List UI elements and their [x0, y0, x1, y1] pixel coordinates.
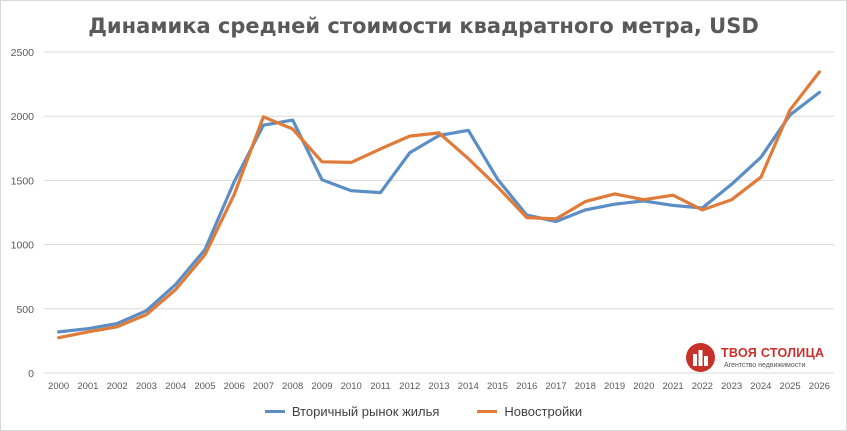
legend-label-series-1: Новостройки	[504, 404, 583, 419]
x-tick-label: 2023	[721, 381, 742, 392]
series-line-0	[56, 90, 822, 334]
x-tick-label: 2025	[780, 381, 801, 392]
series-lines	[56, 70, 822, 340]
building-logo-icon	[686, 343, 715, 372]
x-tick-label: 2009	[311, 381, 332, 392]
logo-tagline: Агентство недвижимости	[724, 362, 806, 369]
x-tick-label: 2014	[458, 381, 479, 392]
legend-label-series-0: Вторичный рынок жилья	[291, 404, 440, 419]
x-tick-label: 2012	[399, 381, 420, 392]
x-tick-label: 2016	[516, 381, 537, 392]
y-tick-label: 500	[16, 304, 34, 316]
x-tick-label: 2004	[165, 381, 186, 392]
x-tick-label: 2010	[341, 381, 362, 392]
y-tick-label: 1000	[11, 240, 35, 252]
x-tick-label: 2013	[428, 381, 449, 392]
y-tick-label: 2000	[11, 111, 35, 123]
x-tick-label: 2003	[136, 381, 157, 392]
legend-swatch-series-1	[477, 410, 498, 413]
x-tick-label: 2007	[253, 381, 274, 392]
x-tick-label: 2002	[107, 381, 128, 392]
y-tick-label: 0	[28, 368, 34, 380]
x-tick-label: 2024	[750, 381, 771, 392]
x-tick-label: 2005	[194, 381, 215, 392]
x-tick-label: 2006	[224, 381, 245, 392]
x-tick-label: 2026	[809, 381, 830, 392]
y-tick-labels: 0 500 1000 1500 2000 2500	[11, 47, 35, 380]
y-tick-label: 2500	[11, 47, 35, 59]
legend-item-series-1: Новостройки	[477, 404, 582, 419]
company-logo: ТВОЯ СТОЛИЦА Агентство недвижимости	[686, 343, 836, 373]
legend-item-series-0: Вторичный рынок жилья	[264, 404, 440, 419]
logo-name: ТВОЯ СТОЛИЦА	[721, 346, 825, 360]
x-tick-label: 2018	[575, 381, 596, 392]
x-tick-labels: 2000 2001 2002 2003 2004 2005 2006 2007 2008 2009…	[48, 381, 830, 392]
x-tick-label: 2021	[663, 381, 684, 392]
legend-swatch-series-0	[264, 410, 285, 413]
x-tick-label: 2001	[77, 381, 98, 392]
x-tick-label: 2019	[604, 381, 625, 392]
x-tick-label: 2017	[545, 381, 566, 392]
x-tick-label: 2022	[692, 381, 713, 392]
x-tick-label: 2011	[370, 381, 390, 392]
x-tick-label: 2000	[48, 381, 69, 392]
grid-lines	[44, 51, 834, 374]
x-tick-label: 2020	[633, 381, 654, 392]
x-tick-label: 2015	[487, 381, 508, 392]
legend: Вторичный рынок жилья Новостройки	[0, 404, 847, 419]
chart-title: Динамика средней стоимости квадратного м…	[88, 14, 759, 38]
y-tick-label: 1500	[11, 175, 35, 187]
x-tick-label: 2008	[282, 381, 303, 392]
